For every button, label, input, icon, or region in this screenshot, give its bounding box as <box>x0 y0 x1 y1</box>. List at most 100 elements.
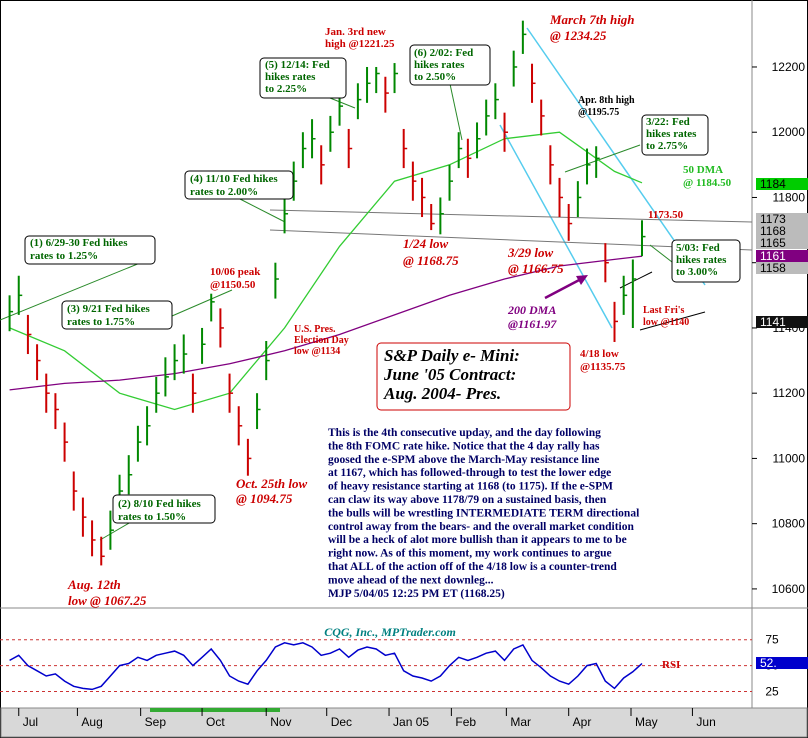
annotation: Election Day <box>294 335 349 346</box>
price-label-box <box>756 316 808 328</box>
annotation: 10/06 peak <box>210 266 261 278</box>
strip-accent <box>150 708 280 712</box>
resistance-line <box>269 209 753 223</box>
commentary-line: the 8th FOMC rate hike. Notice that the … <box>328 440 600 452</box>
annotation: 4/18 low <box>580 348 619 360</box>
y-tick-label: 10600 <box>772 582 806 596</box>
price-label: 1184 <box>760 177 786 191</box>
x-tick-label: Mar <box>510 715 531 729</box>
x-tick-label: May <box>635 715 658 729</box>
annotation: to 2.25% <box>265 83 307 95</box>
price-label-box <box>756 237 808 249</box>
annotation: hikes rates <box>676 254 727 266</box>
annotation: (5) 12/14: Fed <box>265 59 330 71</box>
annotation: March 7th high <box>549 12 635 27</box>
annotation-box <box>24 235 156 265</box>
x-tick-label: Feb <box>455 715 476 729</box>
annotation: June '05 Contract: <box>383 365 516 384</box>
annotation: (1) 6/29-30 Fed hikes <box>30 237 128 249</box>
annotation: 1/24 low <box>403 236 448 251</box>
annotation-box <box>184 170 294 200</box>
annotation: Apr. 8th high <box>578 95 635 106</box>
price-label: 1158 <box>760 261 786 275</box>
price-label: 1173 <box>760 212 786 226</box>
annotation: (4) 11/10 Fed hikes <box>190 173 278 185</box>
credit: CQG, Inc., MPTrader.com <box>324 625 456 639</box>
commentary-line: at 1167, which has followed-through to t… <box>328 467 611 479</box>
y-tick-label: 12200 <box>772 60 806 74</box>
annotation: to 3.00% <box>676 266 718 278</box>
rsi-tick-label: 75 <box>765 633 779 647</box>
x-tick-label: Jan 05 <box>393 715 429 729</box>
annotation: to 2.50% <box>414 71 456 83</box>
annotation: Oct. 25th low <box>236 476 307 491</box>
annotation: Aug. 2004- Pres. <box>383 384 501 403</box>
annotation: (2) 8/10 Fed hikes <box>118 498 202 510</box>
annotation: Aug. 12th <box>67 577 121 592</box>
y-tick-label: 11200 <box>773 386 806 400</box>
annotation: @ 1234.25 <box>550 28 607 43</box>
pointer-line <box>239 198 286 223</box>
pointer-line <box>171 289 233 317</box>
annotation-box <box>409 44 491 86</box>
trend-line <box>499 124 613 329</box>
rsi-line <box>9 642 643 691</box>
annotation: 200 DMA <box>507 303 556 317</box>
moving-average <box>9 255 643 391</box>
price-label-box <box>756 657 808 669</box>
commentary-line: that ALL of the action off of the 4/18 l… <box>328 561 617 573</box>
support-line <box>639 311 706 331</box>
x-tick-label: Jun <box>696 715 715 729</box>
price-label-box <box>756 178 808 190</box>
annotation: high @1221.25 <box>325 38 395 50</box>
commentary-line: goosed the e-SPM above the March-May res… <box>328 454 599 466</box>
annotation: U.S. Pres. <box>294 324 336 335</box>
moving-average <box>9 131 643 411</box>
annotation: Last Fri's <box>643 305 684 316</box>
annotation: @1195.75 <box>578 107 619 118</box>
commentary-line: will be a heck of alot more bullish than… <box>328 534 627 546</box>
rsi-tick-label: 25 <box>765 684 779 698</box>
x-tick-label: Oct <box>206 715 225 729</box>
commentary-line: move ahead of the next downleg... <box>328 574 494 586</box>
annotation: (3) 9/21 Fed hikes <box>67 303 151 315</box>
annotation: rates to 1.75% <box>67 316 135 328</box>
pointer-line <box>649 244 673 263</box>
pointer-line <box>329 97 356 109</box>
annotation: low @1140 <box>643 317 689 328</box>
annotation: @1135.75 <box>580 361 626 373</box>
x-tick-label: Sep <box>145 715 167 729</box>
arrow-head <box>576 275 588 285</box>
annotation-box <box>259 57 347 99</box>
annotation: hikes rates <box>414 59 465 71</box>
price-label-box <box>756 250 808 262</box>
annotation: S&P Daily e- Mini: <box>384 346 520 365</box>
annotation: 50 DMA <box>683 164 723 176</box>
annotation: hikes rates <box>646 128 697 140</box>
annotation: @ 1094.75 <box>236 491 293 506</box>
annotation: 1173.50 <box>648 209 684 221</box>
annotation: @1161.97 <box>508 317 557 331</box>
annotation: 3/29 low <box>507 245 553 260</box>
annotation-box <box>61 300 173 330</box>
annotation-box <box>671 239 741 283</box>
price-label: 52. <box>760 656 777 670</box>
commentary-line: the bulls will be wrestling INTERMEDIATE… <box>328 507 639 519</box>
y-tick-label: 12000 <box>772 125 806 139</box>
annotation-box <box>641 114 709 156</box>
price-label-box <box>756 225 808 237</box>
pointer-line <box>564 144 641 173</box>
annotation: to 2.75% <box>646 140 688 152</box>
annotation-box <box>376 342 571 411</box>
annotation: @ 1168.75 <box>403 253 459 268</box>
pointer-line <box>619 271 653 289</box>
annotation: @ 1184.50 <box>683 177 732 189</box>
commentary-line: right now. As of this moment, my work co… <box>328 548 612 560</box>
x-tick-label: Aug <box>81 715 102 729</box>
annotation: 3/22: Fed <box>646 116 690 128</box>
annotation: rates to 1.50% <box>118 511 186 523</box>
price-label: 1165 <box>760 236 786 250</box>
price-label: 1141 <box>760 315 786 329</box>
commentary-line: This is the 4th consecutive upday, and t… <box>328 427 601 439</box>
